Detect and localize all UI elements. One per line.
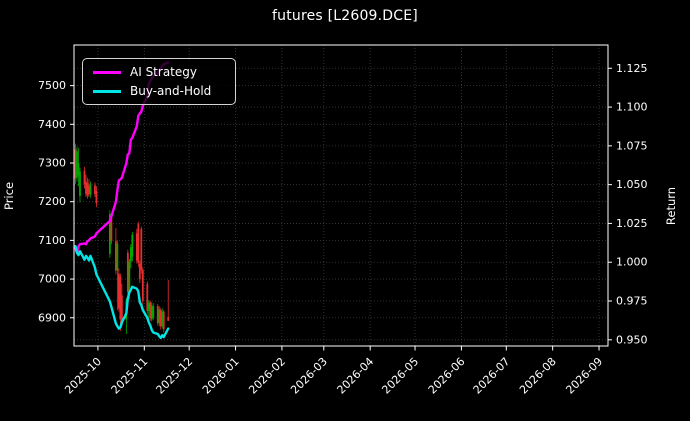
- price-tick-label: 6900: [38, 311, 66, 324]
- candle-body: [117, 273, 120, 309]
- axis-ticks: [70, 67, 612, 351]
- candle-body: [76, 151, 78, 178]
- date-tick-label: 2026-06: [426, 355, 468, 397]
- date-tick-label: 2026-09: [563, 355, 605, 397]
- return-tick-label: 1.050: [616, 178, 648, 191]
- candle-body: [83, 170, 86, 184]
- legend-item: Buy-and-Hold: [93, 84, 225, 98]
- left-axis-label: Price: [2, 182, 16, 210]
- date-tick-label: 2026-05: [379, 355, 421, 397]
- candle-body: [85, 181, 87, 194]
- candle-body: [146, 283, 149, 311]
- candle-body: [140, 228, 143, 270]
- candle-body: [137, 224, 140, 263]
- candle-body: [110, 217, 113, 242]
- candle-body: [116, 243, 119, 271]
- legend: AI Strategy Buy-and-Hold: [82, 58, 236, 105]
- candle-body: [158, 309, 161, 324]
- price-tick-label: 7000: [38, 273, 66, 286]
- date-tick-label: 2026-04: [335, 355, 377, 397]
- axis-labels: Price Return: [2, 182, 678, 225]
- candle-body: [162, 311, 165, 330]
- candle-body: [94, 185, 96, 194]
- return-tick-label: 0.950: [616, 333, 648, 346]
- price-tick-label: 7300: [38, 157, 66, 170]
- candle-body: [126, 252, 129, 293]
- candle-body: [95, 190, 98, 204]
- date-tick-label: 2026-02: [246, 355, 288, 397]
- candle-body: [114, 241, 117, 271]
- price-tick-label: 7100: [38, 234, 66, 247]
- candle-body: [120, 295, 123, 321]
- return-tick-label: 1.125: [616, 62, 648, 75]
- price-tick-label: 7400: [38, 118, 66, 131]
- date-tick-label: 2026-07: [471, 355, 513, 397]
- candle-body: [89, 184, 92, 195]
- candle-body: [138, 263, 141, 280]
- candle-body: [119, 276, 122, 320]
- plot-border: [73, 44, 609, 347]
- candle-body: [161, 311, 164, 327]
- candle-body: [74, 149, 77, 179]
- candle-body: [167, 316, 170, 321]
- candle-body: [128, 261, 131, 293]
- date-tick-label: 2025-10: [62, 355, 104, 397]
- candle-body: [108, 214, 111, 254]
- right-axis-label: Return: [664, 187, 678, 225]
- legend-label: AI Strategy: [130, 65, 197, 79]
- date-tick-label: 2025-12: [154, 355, 196, 397]
- price-tick-label: 7500: [38, 79, 66, 92]
- candle-body: [77, 163, 80, 176]
- date-tick-label: 2026-08: [517, 355, 559, 397]
- candle-body: [150, 305, 153, 320]
- candle-body: [129, 247, 132, 262]
- series-line: [74, 245, 170, 340]
- return-tick-label: 1.000: [616, 256, 648, 269]
- candle-body: [149, 302, 152, 318]
- date-tick-label: 2026-01: [200, 355, 242, 397]
- legend-item: AI Strategy: [93, 65, 225, 79]
- legend-label: Buy-and-Hold: [130, 84, 212, 98]
- candle-body: [88, 186, 90, 194]
- return-tick-label: 1.025: [616, 217, 648, 230]
- return-tick-label: 1.075: [616, 139, 648, 152]
- candle-body: [86, 183, 89, 196]
- candle-body: [147, 303, 150, 311]
- grid-lines: [74, 45, 608, 346]
- date-tick-label: 2026-03: [288, 355, 330, 397]
- axis-spines: [73, 44, 609, 347]
- candle-body: [131, 234, 134, 257]
- ai-strategy-line-swatch: [93, 70, 121, 74]
- buy-and-hold-line-swatch: [93, 89, 121, 93]
- candle-body: [141, 269, 144, 301]
- candle-body: [135, 233, 138, 261]
- return-tick-label: 1.100: [616, 101, 648, 114]
- candle-body: [156, 306, 159, 324]
- candle-body: [79, 171, 81, 196]
- price-tick-label: 7200: [38, 195, 66, 208]
- return-tick-label: 0.975: [616, 295, 648, 308]
- candle-body: [152, 306, 155, 318]
- chart-title: futures [L2609.DCE]: [272, 8, 418, 24]
- candle-body: [159, 310, 162, 327]
- date-tick-label: 2025-11: [109, 355, 151, 397]
